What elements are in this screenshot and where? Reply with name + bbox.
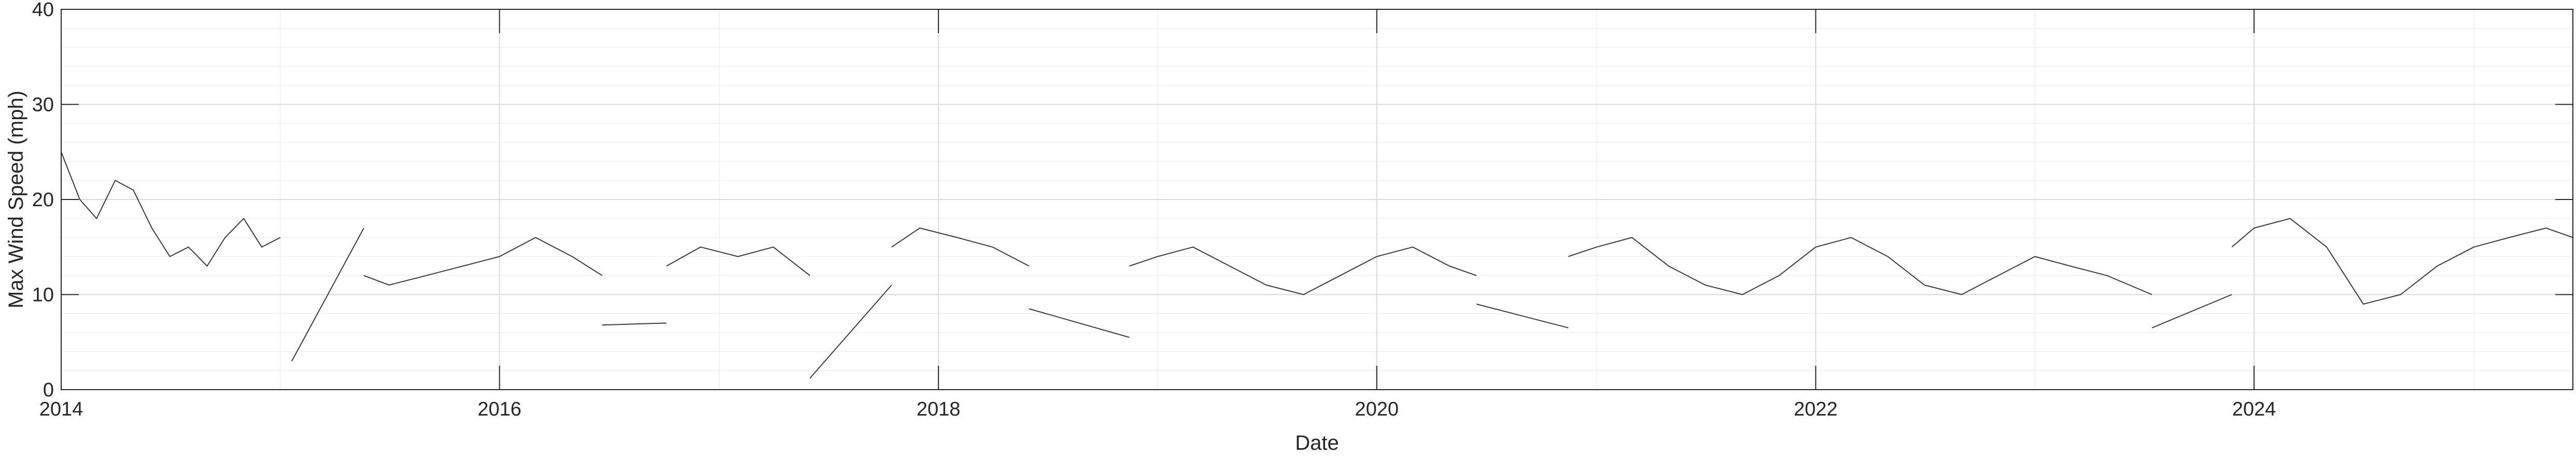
- series-line: [2151, 294, 2232, 329]
- series-layer: [61, 151, 2573, 379]
- x-tick-label: 2022: [1794, 398, 1838, 420]
- major-grid: [61, 9, 2573, 390]
- series-line: [891, 227, 1030, 267]
- x-tick-label: 2014: [39, 398, 83, 420]
- series-line: [1568, 237, 2152, 295]
- minor-grid: [61, 9, 2573, 390]
- y-axis: 0 10 20 30 40: [32, 0, 2573, 401]
- x-tick-label: 2020: [1355, 398, 1399, 420]
- series-line: [809, 284, 892, 379]
- series-line: [291, 227, 364, 362]
- x-tick-label: 2018: [917, 398, 961, 420]
- series-line: [1029, 308, 1130, 338]
- y-tick-label: 40: [32, 0, 54, 21]
- y-tick-label: 10: [32, 284, 54, 306]
- y-tick-label: 20: [32, 189, 54, 211]
- y-axis-label: Max Wind Speed (mph): [5, 91, 27, 308]
- series-line: [2231, 218, 2573, 305]
- x-tick-label: 2016: [477, 398, 522, 420]
- series-line: [61, 151, 281, 267]
- x-axis-label: Date: [1295, 432, 1339, 454]
- y-tick-label: 30: [32, 94, 54, 116]
- series-line: [1476, 303, 1569, 329]
- x-tick-label: 2024: [2232, 398, 2276, 420]
- series-line: [1129, 246, 1477, 295]
- series-line: [363, 237, 603, 286]
- x-axis: 2014 2016 2018 2020 2022 2024: [39, 9, 2276, 420]
- series-line: [602, 322, 667, 326]
- y-tick-label: 0: [43, 379, 54, 401]
- series-line: [666, 246, 810, 276]
